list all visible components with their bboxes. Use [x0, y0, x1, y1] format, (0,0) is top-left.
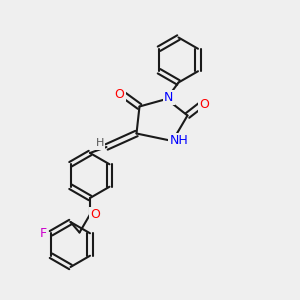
Text: H: H: [96, 138, 104, 148]
Text: N: N: [164, 91, 174, 104]
Text: O: O: [91, 208, 100, 221]
Text: F: F: [40, 227, 47, 240]
Text: O: O: [199, 98, 209, 112]
Text: O: O: [115, 88, 124, 101]
Text: NH: NH: [170, 134, 188, 148]
